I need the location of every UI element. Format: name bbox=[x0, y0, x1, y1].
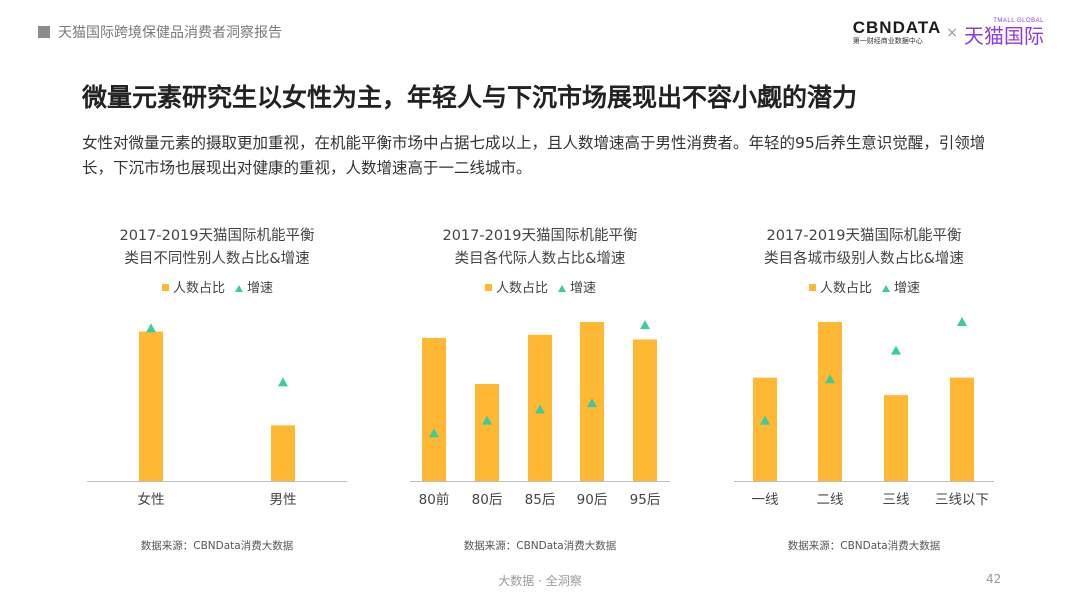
legend-bar-swatch bbox=[162, 284, 169, 291]
bar bbox=[271, 425, 295, 481]
legend-bar-swatch bbox=[809, 284, 816, 291]
bar bbox=[422, 337, 446, 481]
chart-title-line2: 类目各城市级别人数占比&增速 bbox=[764, 250, 964, 267]
brand-logos: CBNDATA 第一财经商业数据中心 × TMALL GLOBAL 天猫国际 bbox=[853, 18, 1044, 47]
growth-marker bbox=[146, 323, 156, 333]
bar bbox=[753, 377, 777, 481]
growth-marker bbox=[891, 345, 901, 355]
footer-slogan: 大数据 · 全洞察 bbox=[498, 574, 582, 588]
legend-label: 增速 bbox=[894, 281, 920, 296]
bar bbox=[884, 395, 908, 481]
x-tick-label: 二线 bbox=[817, 492, 844, 508]
chart-source: 数据来源：CBNData消费大数据 bbox=[788, 539, 941, 552]
x-tick-label: 三线以下 bbox=[935, 492, 989, 508]
growth-marker bbox=[535, 404, 545, 414]
page-number: 42 bbox=[986, 572, 1002, 586]
chart-title-line2: 类目各代际人数占比&增速 bbox=[455, 250, 626, 267]
page-description: 女性对微量元素的摄取更加重视，在机能平衡市场中占据七成以上，且人数增速高于男性消… bbox=[82, 134, 986, 177]
legend-triangle-swatch bbox=[235, 285, 243, 292]
growth-marker bbox=[278, 377, 288, 387]
x-tick-label: 三线 bbox=[883, 492, 910, 508]
growth-marker bbox=[957, 317, 967, 326]
growth-marker bbox=[587, 398, 597, 408]
x-tick-label: 85后 bbox=[525, 492, 556, 508]
legend-bar-swatch bbox=[485, 284, 492, 291]
tmall-global-logo-text: 天猫国际 bbox=[964, 24, 1044, 48]
chart-title-line1: 2017-2019天猫国际机能平衡 bbox=[766, 227, 961, 244]
chart-source: 数据来源：CBNData消费大数据 bbox=[141, 539, 294, 552]
bar bbox=[139, 331, 163, 481]
legend-label: 人数占比 bbox=[173, 281, 225, 296]
x-tick-label: 一线 bbox=[752, 492, 779, 508]
x-tick-label: 80前 bbox=[419, 491, 450, 508]
growth-marker bbox=[825, 374, 835, 384]
header-square-icon bbox=[38, 26, 50, 38]
x-tick-label: 80后 bbox=[472, 492, 503, 508]
legend-label: 增速 bbox=[570, 281, 596, 296]
bar bbox=[818, 322, 842, 481]
cbndata-logo: CBNDATA 第一财经商业数据中心 bbox=[853, 19, 942, 46]
times-separator: × bbox=[946, 24, 958, 41]
growth-marker bbox=[760, 415, 770, 425]
page-title: 微量元素研究生以女性为主，年轻人与下沉市场展现出不容小觑的潜力 bbox=[82, 83, 858, 112]
x-tick-label: 女性 bbox=[138, 491, 165, 508]
legend-label: 人数占比 bbox=[496, 281, 548, 296]
bar bbox=[633, 339, 657, 481]
x-tick-label: 95后 bbox=[630, 492, 661, 508]
x-tick-label: 90后 bbox=[577, 492, 608, 508]
growth-marker bbox=[640, 320, 650, 330]
legend-triangle-swatch bbox=[558, 285, 566, 292]
chart-title-line1: 2017-2019天猫国际机能平衡 bbox=[442, 227, 637, 244]
growth-marker bbox=[429, 428, 439, 438]
legend-label: 人数占比 bbox=[820, 281, 872, 296]
cbndata-logo-subtitle: 第一财经商业数据中心 bbox=[852, 37, 923, 45]
legend-triangle-swatch bbox=[882, 285, 890, 292]
tmall-global-logo: TMALL GLOBAL 天猫国际 bbox=[964, 18, 1044, 47]
bar bbox=[475, 384, 499, 481]
chart-source: 数据来源：CBNData消费大数据 bbox=[464, 539, 617, 552]
chart-title-line1: 2017-2019天猫国际机能平衡 bbox=[119, 227, 314, 244]
x-tick-label: 男性 bbox=[270, 492, 297, 508]
bar bbox=[950, 377, 974, 481]
report-name: 天猫国际跨境保健品消费者洞察报告 bbox=[58, 25, 282, 41]
growth-marker bbox=[482, 415, 492, 425]
tmall-global-logo-tag: TMALL GLOBAL bbox=[993, 18, 1044, 24]
report-header: 天猫国际跨境保健品消费者洞察报告 bbox=[38, 22, 282, 42]
cbndata-logo-text: CBNDATA bbox=[852, 18, 942, 37]
legend-label: 增速 bbox=[247, 281, 273, 296]
chart-title-line2: 类目不同性别人数占比&增速 bbox=[124, 250, 309, 267]
